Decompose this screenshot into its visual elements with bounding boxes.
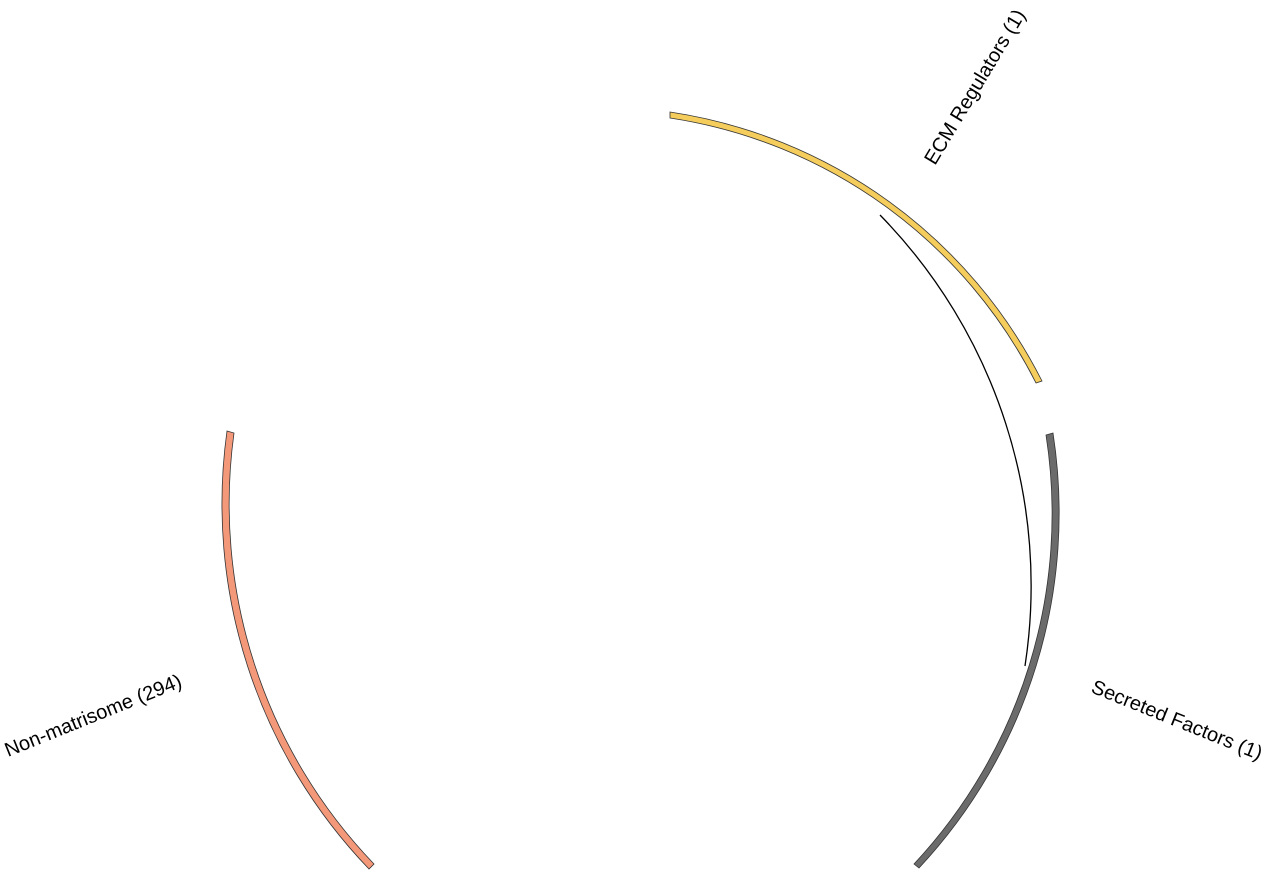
segment-arc-ecm-regulators [669, 111, 1043, 384]
segment-arc-non-matrisome [221, 430, 375, 870]
segment-label-secreted-factors: Secreted Factors (1) [1088, 676, 1265, 765]
link-track [879, 214, 1032, 667]
segment-label-ecm-regulators: ECM Regulators (1) [920, 6, 1030, 169]
segment-label-non-matrisome: Non-matrisome (294) [2, 670, 185, 761]
segment-arc-secreted-factors [913, 432, 1060, 869]
